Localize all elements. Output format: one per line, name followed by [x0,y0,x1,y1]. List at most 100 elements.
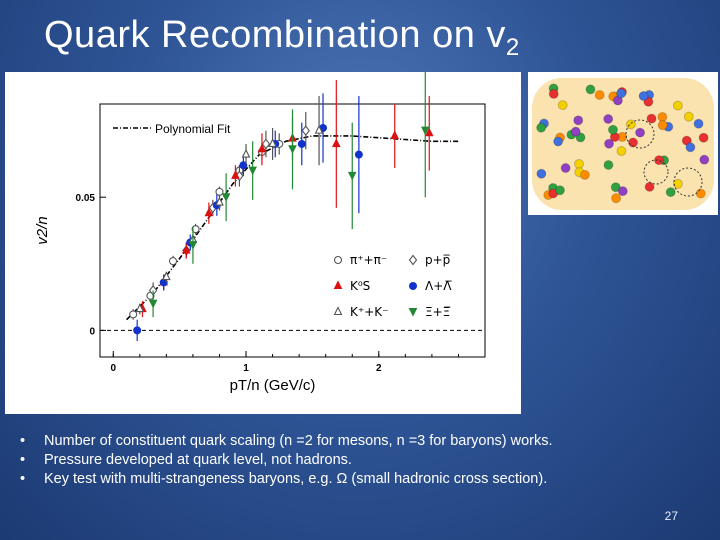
data-point [241,148,251,158]
marker [215,196,224,206]
quark-dot [672,178,683,189]
series-kshort [138,80,434,318]
marker [135,303,145,313]
legend-label: π⁺+π⁻ [350,253,387,267]
data-point [231,170,240,179]
legend-label: p+p̅ [425,253,451,267]
hadron-cluster-outline [643,159,669,185]
data-point [332,138,341,147]
marker [204,207,214,217]
marker [297,139,306,148]
data-point [248,166,257,176]
x-tick-label: 2 [376,363,382,374]
data-point [268,138,277,147]
quark-dot [604,138,615,149]
quark-dot [594,89,605,100]
data-point [161,271,171,281]
bullet-text: Key test with multi-strangeness baryons,… [44,471,548,487]
quark-dot [536,122,547,133]
bullet-item: • Pressure developed at quark level, not … [20,451,710,470]
quark-dot [574,158,585,169]
bullet-icon: • [20,452,26,468]
marker [354,150,363,159]
marker [239,161,248,170]
marker [333,255,343,265]
quark-dot [554,185,565,196]
marker [409,282,417,290]
marker [314,124,324,134]
series-protons [148,111,310,299]
data-point [148,299,158,309]
fit-legend-label: Polynomial Fit [155,122,231,136]
marker [215,187,224,196]
quark-dot [536,168,547,179]
quark-dot [665,187,676,198]
marker [333,306,343,316]
data-point [215,196,224,206]
marker [347,171,357,181]
quark-dot [625,119,636,130]
legend-marker [333,306,343,316]
quark-dot [638,91,649,102]
quark-dot [616,88,627,99]
marker [257,143,267,153]
data-point [135,303,145,313]
quark-dot [646,113,657,124]
marker [129,310,138,319]
bullet-icon: • [20,433,26,449]
data-point [301,125,310,137]
x-tick-label: 1 [243,363,249,374]
legend-label: K⁰S [350,279,370,293]
data-point [215,187,224,196]
quark-dot [635,127,646,138]
marker [424,127,434,137]
plot-frame [99,103,486,358]
legend-marker [333,255,343,265]
quark-dot [699,154,710,165]
data-point [288,145,297,154]
page-number: 27 [664,509,678,523]
data-point [347,171,357,181]
quark-dot [685,142,696,153]
marker [191,225,200,234]
quark-dot [698,132,709,143]
quark-dot [683,111,694,122]
quark-dot [672,100,683,111]
bullet-text: Number of constituent quark scaling (n =… [44,433,553,449]
legend-marker [408,254,418,266]
legend-marker [408,308,418,317]
v2-scaling-plot: 0 1 2 0 0.05 pT/n (GeV/c) v2/n Polynomial Fit π⁺… [5,72,521,414]
legend-marker [409,282,417,290]
marker [420,126,430,136]
marker [248,166,257,176]
marker [332,138,341,147]
quark-dot [695,188,706,199]
data-point [314,124,324,134]
quark-dot [560,163,571,174]
quark-dot [693,118,704,129]
quark-dot [570,126,581,137]
title-subscript: 2 [505,34,520,61]
data-point [261,138,271,150]
quark-dot [611,193,622,204]
bullet-item: • Number of constituent quark scaling (n … [20,432,710,451]
hadron-cluster-outline [673,167,703,197]
quark-dot [657,111,668,122]
quark-dot [616,146,627,157]
quark-dot [585,84,596,95]
x-axis-label: pT/n (GeV/c) [230,377,316,394]
marker [408,254,418,266]
quark-recombination-illustration [528,72,718,215]
data-point [297,139,306,148]
quark-dot [603,159,614,170]
data-point [239,161,248,170]
data-point [424,127,434,137]
y-tick-label: 0 [89,326,95,337]
data-point [221,193,231,202]
quark-dot [573,115,584,126]
marker [231,170,240,179]
quark-dot [617,186,628,197]
marker [221,193,231,202]
bullet-list: • Number of constituent quark scaling (n … [20,432,710,489]
legend-marker [333,280,343,289]
